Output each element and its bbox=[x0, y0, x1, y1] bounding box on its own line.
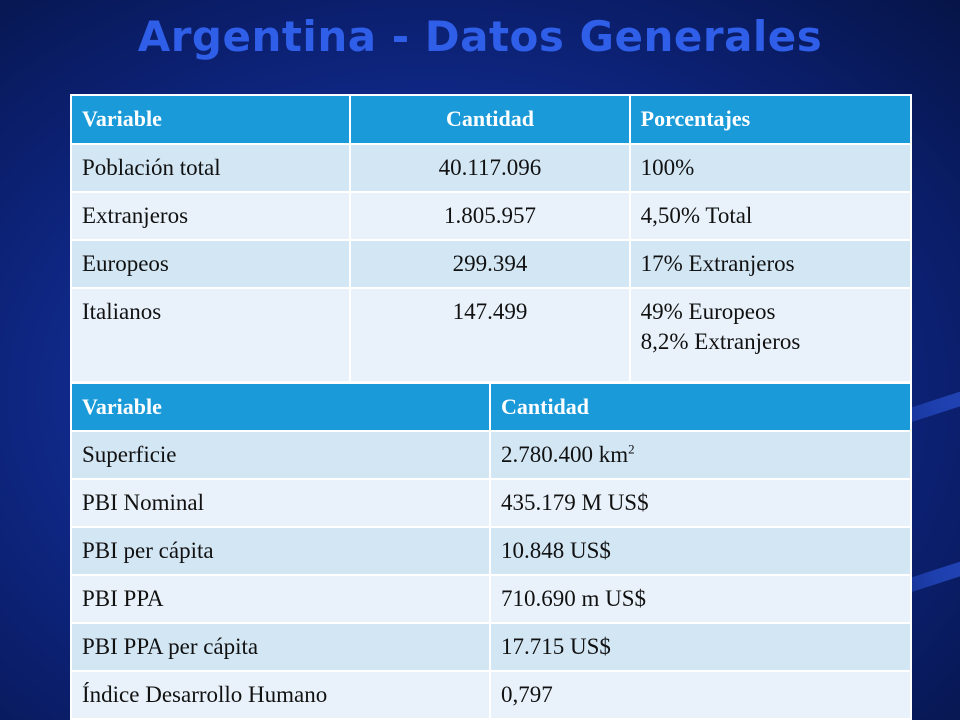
cell-variable: PBI PPA bbox=[70, 574, 491, 624]
table-row: Superficie 2.780.400 km2 bbox=[70, 430, 912, 480]
cell-cantidad: 710.690 m US$ bbox=[489, 574, 912, 624]
header-variable: Variable bbox=[70, 382, 491, 432]
cell-cantidad: 10.848 US$ bbox=[489, 526, 912, 576]
table-row: Italianos 147.499 49% Europeos 8,2% Extr… bbox=[69, 287, 913, 383]
cell-cantidad: 299.394 bbox=[349, 239, 631, 289]
cell-porcentaje: 4,50% Total bbox=[628, 191, 913, 241]
cell-cantidad: 0,797 bbox=[489, 670, 912, 720]
table-row: Índice Desarrollo Humano 0,797 bbox=[70, 670, 912, 720]
cell-cantidad: 2.780.400 km2 bbox=[489, 430, 912, 480]
table-row: PBI Nominal 435.179 M US$ bbox=[70, 478, 912, 528]
table-row: PBI PPA 710.690 m US$ bbox=[70, 574, 912, 624]
cell-variable: Superficie bbox=[70, 430, 491, 480]
cell-porcentaje: 49% Europeos 8,2% Extranjeros bbox=[628, 287, 913, 383]
header-porcentajes: Porcentajes bbox=[628, 94, 913, 145]
cell-variable: Extranjeros bbox=[69, 191, 352, 241]
economy-table: Variable Cantidad Superficie 2.780.400 k… bbox=[70, 382, 912, 720]
cell-variable: PBI Nominal bbox=[70, 478, 491, 528]
cell-porcentaje: 17% Extranjeros bbox=[628, 239, 913, 289]
table-row: Población total 40.117.096 100% bbox=[69, 143, 913, 193]
cell-cantidad-value: 2.780.400 km bbox=[501, 442, 629, 468]
cell-cantidad: 147.499 bbox=[349, 287, 631, 383]
table-header-row: Variable Cantidad Porcentajes bbox=[69, 94, 913, 145]
cell-porcentaje: 100% bbox=[628, 143, 913, 193]
cell-variable: Población total bbox=[69, 143, 352, 193]
table-row: Europeos 299.394 17% Extranjeros bbox=[69, 239, 913, 289]
header-variable: Variable bbox=[69, 94, 352, 145]
cell-variable: Europeos bbox=[69, 239, 352, 289]
table-header-row: Variable Cantidad bbox=[70, 382, 912, 432]
cell-cantidad: 1.805.957 bbox=[349, 191, 631, 241]
cell-variable: Italianos bbox=[69, 287, 352, 383]
porcentaje-line-1: 49% Europeos bbox=[640, 299, 776, 324]
cell-variable: PBI per cápita bbox=[70, 526, 491, 576]
table-row: PBI PPA per cápita 17.715 US$ bbox=[70, 622, 912, 672]
header-cantidad: Cantidad bbox=[489, 382, 912, 432]
cell-cantidad: 40.117.096 bbox=[349, 143, 631, 193]
table-row: PBI per cápita 10.848 US$ bbox=[70, 526, 912, 576]
table-row: Extranjeros 1.805.957 4,50% Total bbox=[69, 191, 913, 241]
superscript-two: 2 bbox=[628, 441, 635, 457]
slide-title: Argentina - Datos Generales bbox=[137, 12, 823, 61]
cell-variable: Índice Desarrollo Humano bbox=[70, 670, 491, 720]
demographics-table: Variable Cantidad Porcentajes Población … bbox=[69, 94, 913, 383]
porcentaje-line-2: 8,2% Extranjeros bbox=[640, 328, 801, 354]
header-cantidad: Cantidad bbox=[349, 94, 631, 145]
cell-cantidad: 435.179 M US$ bbox=[489, 478, 912, 528]
cell-variable: PBI PPA per cápita bbox=[70, 622, 491, 672]
cell-cantidad: 17.715 US$ bbox=[489, 622, 912, 672]
